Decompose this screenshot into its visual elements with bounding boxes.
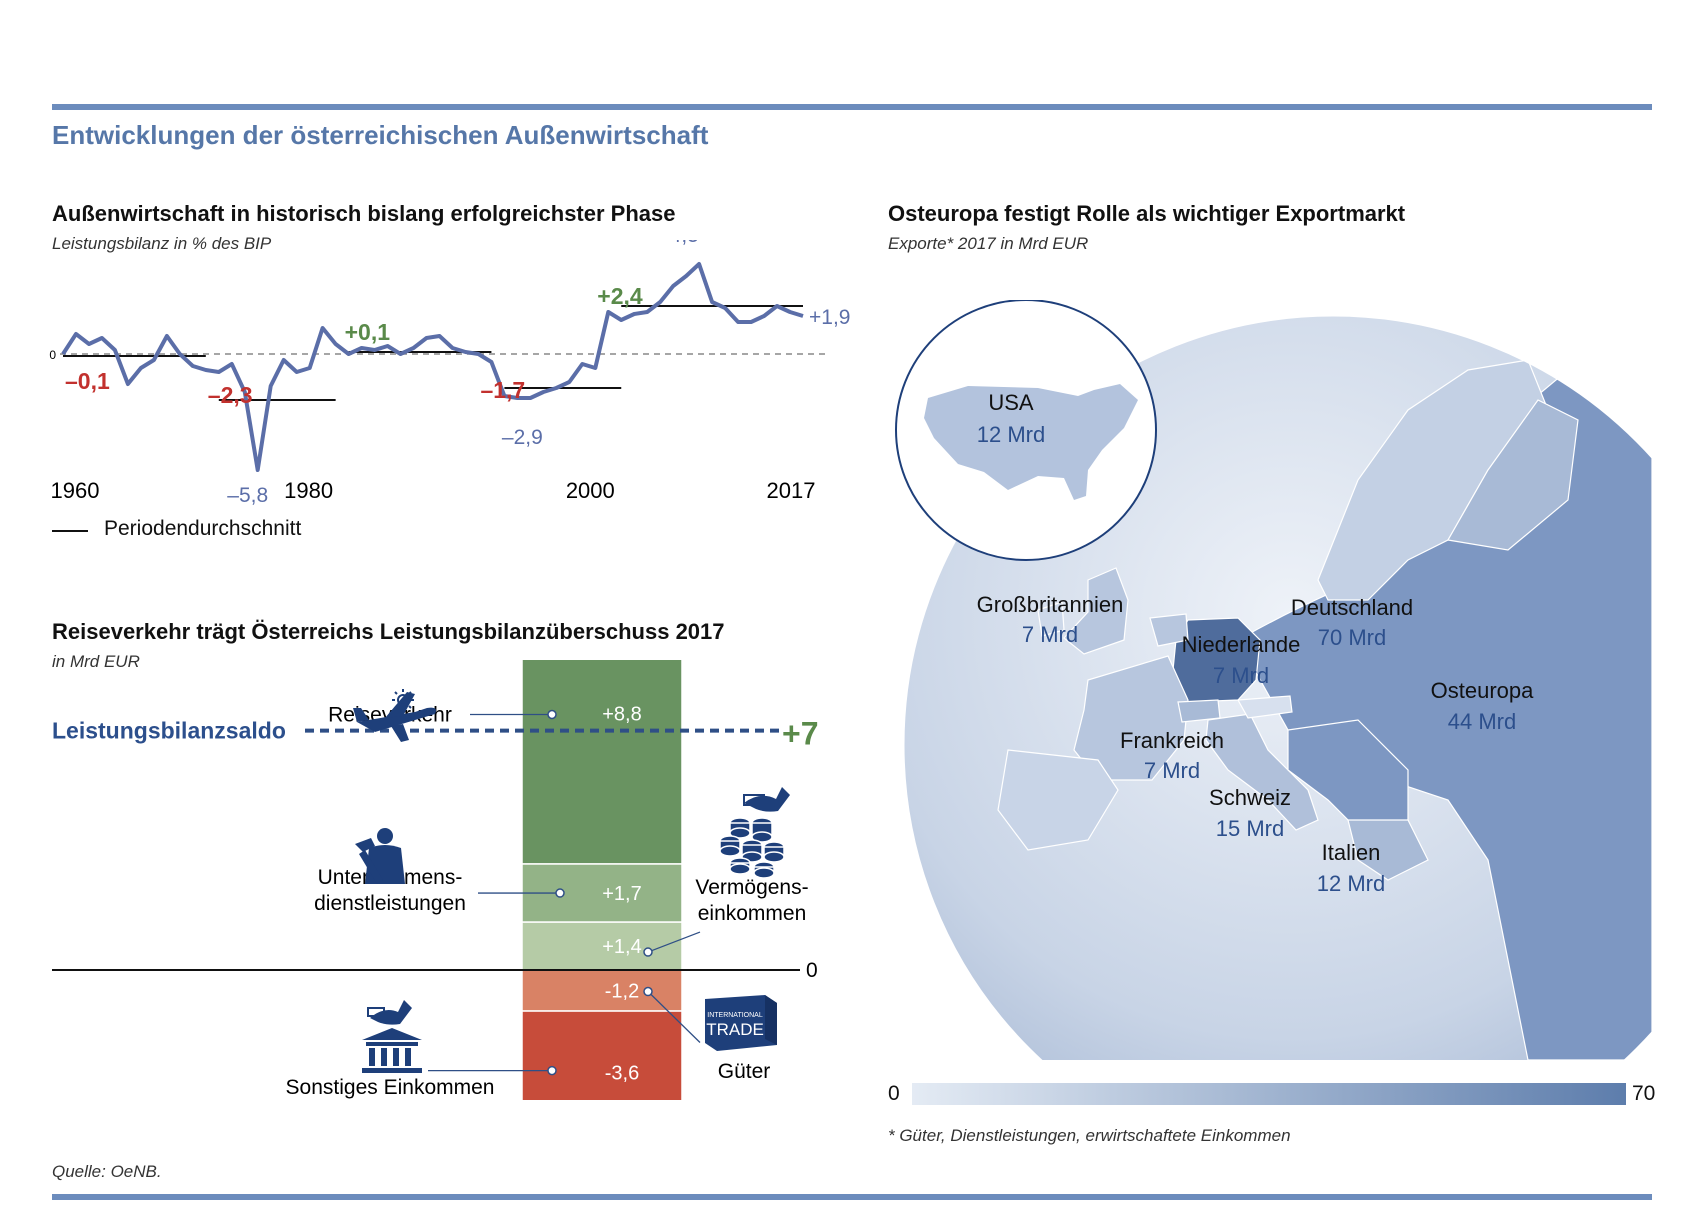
label-it-value: 12 Mrd bbox=[1317, 871, 1385, 896]
zero-label: 0 bbox=[49, 348, 56, 362]
label-ost-name: Osteuropa bbox=[1431, 678, 1534, 703]
period-average-label: –2,3 bbox=[208, 382, 253, 408]
period-average-label: +0,1 bbox=[345, 319, 391, 345]
label-gb-name: Großbritannien bbox=[977, 592, 1124, 617]
label-ch-value: 15 Mrd bbox=[1216, 816, 1284, 841]
bar-value-label: +8,8 bbox=[602, 704, 641, 726]
saldo-label: Leistungsbilanzsaldo bbox=[52, 718, 286, 744]
category-label: dienstleistungen bbox=[314, 892, 466, 915]
label-ost-value: 44 Mrd bbox=[1448, 709, 1516, 734]
scale-max-label: 70 bbox=[1632, 1082, 1656, 1105]
label-ch-name: Schweiz bbox=[1209, 785, 1291, 810]
line-chart: 0 –0,1 –2,3 +0,1 –1,7 +2,4 –5,8 –2,9 +4,5 +1,9 196… bbox=[49, 240, 850, 507]
category-label: Sonstiges Einkommen bbox=[286, 1076, 495, 1099]
source-note: Quelle: OeNB. bbox=[52, 1162, 162, 1181]
label-fr-value: 7 Mrd bbox=[1144, 758, 1200, 783]
label-nl-name: Niederlande bbox=[1182, 632, 1301, 657]
region-frankreich bbox=[1073, 655, 1189, 781]
panel1-subtitle: Leistungsbilanz in % des BIP bbox=[52, 234, 272, 253]
color-scale-bar bbox=[912, 1083, 1626, 1105]
page-title: Entwicklungen der österreichischen Außen… bbox=[52, 120, 709, 150]
map-footnote: * Güter, Dienstleistungen, erwirtschafte… bbox=[888, 1126, 1291, 1145]
x-tick-label: 2017 bbox=[767, 478, 816, 503]
scale-min-label: 0 bbox=[888, 1082, 900, 1105]
period-average-label: +2,4 bbox=[597, 283, 643, 309]
label-nl-value: 7 Mrd bbox=[1213, 663, 1269, 688]
region-usa bbox=[924, 384, 1138, 500]
connector-gueter-dot bbox=[643, 986, 653, 997]
trade-box-icon: INTERNATIONAL TRADE bbox=[705, 995, 777, 1051]
period-average-label: –1,7 bbox=[480, 377, 525, 403]
bar-segment bbox=[521, 969, 683, 1012]
category-label: Güter bbox=[718, 1060, 771, 1083]
region-niederlande bbox=[1149, 613, 1189, 647]
series-line bbox=[61, 262, 804, 472]
connector-reiseverkehr-dot bbox=[547, 709, 557, 720]
connector-vermoegen bbox=[647, 931, 701, 953]
panel3-subtitle: Exporte* 2017 in Mrd EUR bbox=[888, 234, 1089, 253]
value-annotation: –5,8 bbox=[227, 484, 268, 507]
connector-unternehmen-dot bbox=[555, 888, 565, 898]
trade-box-text-1: INTERNATIONAL bbox=[707, 1012, 763, 1019]
bar-value-label: +1,7 bbox=[602, 883, 641, 905]
category-label: einkommen bbox=[698, 902, 807, 925]
label-gb-value: 7 Mrd bbox=[1022, 622, 1078, 647]
label-de-name: Deutschland bbox=[1291, 595, 1413, 620]
connector-vermoegen-dot bbox=[643, 947, 653, 957]
label-usa-name: USA bbox=[988, 390, 1034, 415]
x-tick-label: 1960 bbox=[51, 478, 100, 503]
zero-axis-label: 0 bbox=[806, 959, 818, 982]
label-it-name: Italien bbox=[1322, 840, 1381, 865]
bar-value-label: -1,2 bbox=[605, 981, 639, 1003]
connector-sonstiges-dot bbox=[547, 1065, 557, 1076]
panel2-subtitle: in Mrd EUR bbox=[52, 652, 140, 671]
bar-value-label: +1,4 bbox=[602, 936, 641, 958]
category-label: Vermögens- bbox=[695, 876, 808, 899]
x-tick-label: 2000 bbox=[566, 478, 615, 503]
label-fr-name: Frankreich bbox=[1120, 728, 1224, 753]
bar-segment bbox=[521, 1010, 683, 1100]
connector-gueter bbox=[647, 991, 701, 1043]
value-annotation: +4,5 bbox=[657, 240, 698, 247]
legend-label: Periodendurchschnitt bbox=[104, 517, 302, 540]
x-tick-label: 1980 bbox=[284, 478, 333, 503]
period-average-label: –0,1 bbox=[65, 368, 110, 394]
bar-segment bbox=[521, 660, 683, 865]
bar-chart: +8,8 +1,7 +1,4 -1,2 -3,6 0 Leistungsbilanzsald… bbox=[52, 660, 818, 1100]
value-annotation: –2,9 bbox=[502, 426, 543, 449]
bottom-rule bbox=[52, 1194, 1652, 1200]
value-annotation: +1,9 bbox=[809, 306, 850, 329]
top-rule bbox=[52, 104, 1652, 110]
label-usa-value: 12 Mrd bbox=[977, 422, 1045, 447]
panel3-title: Osteuropa festigt Rolle als wichtiger Ex… bbox=[888, 201, 1406, 226]
trade-box-text-2: TRADE bbox=[706, 1020, 764, 1039]
region-italien bbox=[1205, 713, 1319, 831]
plane-icon bbox=[353, 689, 436, 742]
region-finland bbox=[1447, 399, 1579, 551]
bar-value-label: -3,6 bbox=[605, 1063, 639, 1085]
panel1-title: Außenwirtschaft in historisch bislang er… bbox=[52, 201, 676, 226]
region-grossbritannien bbox=[1063, 567, 1129, 655]
bar-segment bbox=[521, 921, 683, 971]
legend-line-swatch bbox=[52, 530, 88, 532]
panel2-title: Reiseverkehr trägt Österreichs Leistungs… bbox=[52, 619, 725, 644]
europe-map: USA 12 Mrd Großbritannien 7 Mrd Deutschl… bbox=[895, 300, 1652, 1060]
bank-icon bbox=[362, 1000, 422, 1073]
coins-icon bbox=[719, 787, 790, 879]
label-de-value: 70 Mrd bbox=[1318, 625, 1386, 650]
saldo-value: +7 bbox=[782, 716, 818, 752]
worker-icon bbox=[355, 828, 405, 884]
usa-inset bbox=[895, 300, 1157, 561]
